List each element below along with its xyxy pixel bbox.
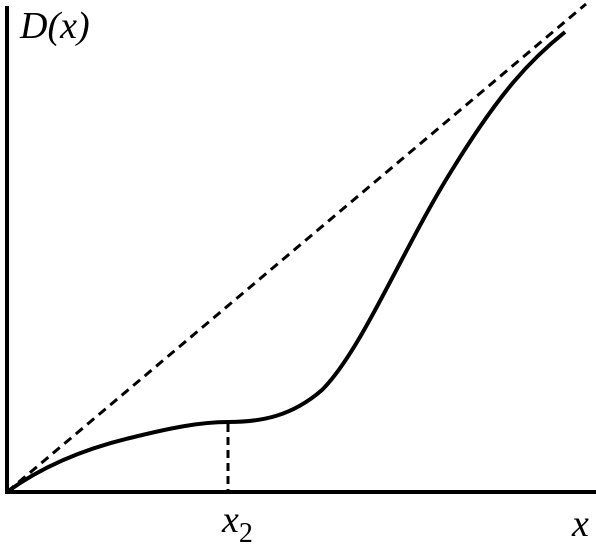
x2-base: x	[221, 499, 239, 541]
curve	[5, 30, 567, 494]
y-axis-label: D(x)	[19, 5, 90, 47]
diagonal-reference	[6, 2, 587, 494]
x2-subscript: 2	[239, 518, 253, 546]
x2-label: x2	[221, 499, 253, 546]
x-axis-label: x	[571, 503, 589, 545]
